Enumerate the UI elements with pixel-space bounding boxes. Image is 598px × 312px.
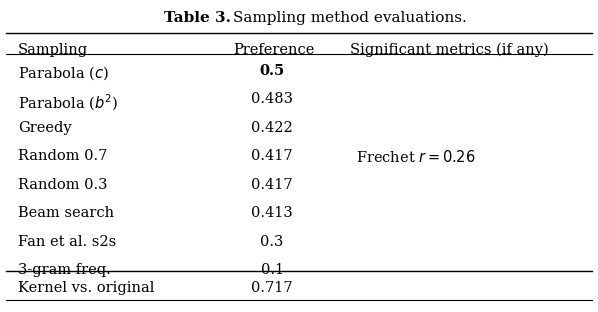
Text: Random 0.7: Random 0.7 [18, 149, 107, 163]
Text: Greedy: Greedy [18, 121, 72, 135]
Text: 0.417: 0.417 [251, 149, 293, 163]
Text: 0.422: 0.422 [251, 121, 293, 135]
Text: 0.717: 0.717 [251, 281, 293, 295]
Text: Kernel vs. original: Kernel vs. original [18, 281, 154, 295]
Text: Parabola ($b^2$): Parabola ($b^2$) [18, 92, 118, 113]
Text: Beam search: Beam search [18, 206, 114, 220]
Text: 0.1: 0.1 [261, 263, 283, 277]
Text: Frechet $r = 0.26$: Frechet $r = 0.26$ [356, 149, 475, 165]
Text: Preference: Preference [233, 43, 315, 57]
Text: 0.5: 0.5 [260, 64, 285, 78]
Text: 0.413: 0.413 [251, 206, 293, 220]
Text: 0.3: 0.3 [260, 235, 284, 249]
Text: 0.483: 0.483 [251, 92, 293, 106]
Text: Fan et al. s2s: Fan et al. s2s [18, 235, 116, 249]
Text: Sampling: Sampling [18, 43, 88, 57]
Text: Sampling method evaluations.: Sampling method evaluations. [233, 11, 467, 25]
Text: 3-gram freq.: 3-gram freq. [18, 263, 111, 277]
Text: Table 3.: Table 3. [164, 11, 231, 25]
Text: Parabola ($c$): Parabola ($c$) [18, 64, 109, 82]
Text: 0.417: 0.417 [251, 178, 293, 192]
Text: Significant metrics (if any): Significant metrics (if any) [350, 43, 548, 57]
Text: Random 0.3: Random 0.3 [18, 178, 108, 192]
